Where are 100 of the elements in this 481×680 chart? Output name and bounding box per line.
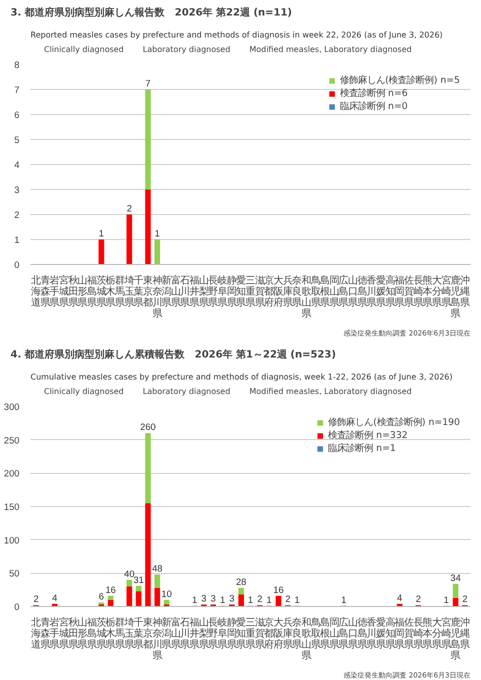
total-label: 260 [140,422,156,432]
y-tick-label: 200 [4,468,20,479]
x-tick-label: 秋田県 [68,616,78,650]
x-tick-label: 静岡県 [226,274,237,308]
x-tick-label: 山形県 [78,616,88,650]
y-tick-label: 8 [14,60,20,70]
x-tick-label: 新潟県 [162,274,172,308]
y-tick-label: 0 [14,602,20,612]
x-tick-label: 岩手県 [50,274,60,308]
x-tick-label: 宮崎県 [441,274,452,308]
x-tick-label: 滋賀県 [254,616,265,650]
x-tick-label: 高知県 [385,616,396,650]
x-tick-label: 京都府 [264,616,274,650]
chart-subtitle: Cumulative measles cases by prefecture and methods of diagnosis, week 1-22, 2026 (as of June 3, 2026) [30,372,452,382]
x-tick-label: 滋賀県 [254,274,265,308]
x-tick-label: 山口県 [348,274,358,308]
x-tick-label: 奈良県 [292,276,302,308]
x-tick-label: 神奈川県 [152,274,162,320]
x-tick-label: 福島県 [87,274,98,308]
total-label: 31 [133,574,144,585]
total-label: 2 [462,594,468,604]
y-tick-label: 3 [14,185,20,195]
x-tick-label: 兵庫県 [282,616,293,650]
x-tick-label: 島根県 [320,274,330,308]
x-tick-label: 沖縄県 [458,616,470,650]
total-label: 6 [98,592,104,602]
x-tick-label: 佐賀県 [404,618,414,650]
total-label: 34 [450,572,461,583]
x-tick-label: 岐阜県 [218,274,228,308]
total-label: 4 [397,592,402,603]
text: Clinically diagnosed [44,45,124,54]
total-label: 1 [294,594,300,605]
x-tick-label: 熊本県 [422,616,433,650]
total-label: 16 [105,584,116,595]
x-tick-label: 福岡県 [394,274,405,308]
x-tick-label: 熊本県 [422,274,433,308]
total-label: 1 [248,594,254,605]
legend-label: 修飾麻しん(検査診断例) n=190 [328,416,460,429]
x-tick-label: 秋田県 [68,274,78,308]
x-tick-label: 三重県 [246,276,256,308]
x-tick-label: 奈良県 [292,618,302,650]
text: Laboratory diagnosed [142,387,230,396]
x-tick-label: 長崎県 [413,276,424,308]
total-label: 1 [192,594,198,605]
y-tick-label: 4 [14,160,20,170]
x-tick-label: 長野県 [208,276,218,308]
text: Clinically diagnosed [44,387,124,396]
total-label: 2 [34,594,39,604]
text: Modified measles, Laboratory diagnosed [249,387,412,396]
x-tick-label: 愛媛県 [376,616,386,650]
x-tick-label: 宮城県 [58,274,70,308]
x-tick-label: 青森県 [40,274,50,308]
x-tick-label: 香川県 [366,616,377,650]
legend-label: 臨床診断例 n=0 [340,100,408,113]
total-label: 3 [229,594,234,604]
x-tick-label: 石川県 [180,618,190,650]
total-label: 1 [444,594,449,605]
x-tick-label: 徳島県 [357,276,368,308]
legend-label: 検査診断例 n=6 [340,87,408,100]
text: Modified measles, Laboratory diagnosed [249,45,412,54]
x-tick-label: 千葉県 [134,274,144,308]
x-tick-label: 富山県 [170,274,181,308]
x-tick-label: 長崎県 [413,618,424,650]
chart-subtitle: Reported measles cases by prefecture and methods of diagnosis in week 22, 2026 (as of June 3, 2026) [30,30,443,40]
x-tick-label: 大阪府 [273,274,284,308]
x-tick-label: 山梨県 [198,616,209,650]
x-tick-label: 北海道 [31,616,42,650]
total-label: 7 [145,78,151,88]
total-label: 48 [152,564,162,574]
legend-label: 修飾麻しん(検査診断例) n=5 [340,74,460,87]
x-tick-label: 鹿児島県 [450,274,461,320]
total-label: 40 [124,568,135,579]
x-tick-label: 大阪府 [273,616,284,650]
total-label: 10 [161,588,172,599]
x-tick-label: 佐賀県 [404,276,414,308]
x-tick-label: 新潟県 [162,616,172,650]
total-label: 1 [341,594,346,605]
x-tick-label: 島根県 [320,616,330,650]
x-tick-label: 静岡県 [226,616,237,650]
x-tick-label: 岡山県 [329,276,340,308]
x-tick-label: 和歌山県 [301,274,312,320]
x-tick-label: 沖縄県 [458,274,470,308]
x-tick-label: 鹿児島県 [450,616,461,662]
legend-label: 臨床診断例 n=1 [328,442,396,455]
x-tick-label: 愛知県 [236,616,246,650]
total-label: 2 [416,594,421,604]
total-label: 1 [98,228,104,238]
x-tick-label: 福島県 [87,616,98,650]
y-tick-label: 150 [4,502,20,512]
x-tick-label: 富山県 [170,616,181,650]
y-tick-label: 0 [14,260,20,270]
x-tick-label: 徳島県 [357,618,368,650]
total-label: 1 [220,594,226,605]
x-tick-label: 和歌山県 [301,616,312,662]
x-tick-label: 愛知県 [236,274,246,308]
total-label: 1 [266,594,272,605]
x-tick-label: 愛媛県 [376,274,386,308]
x-tick-label: 岩手県 [50,616,60,650]
x-tick-label: 山形県 [78,274,88,308]
y-tick-label: 7 [14,85,20,95]
